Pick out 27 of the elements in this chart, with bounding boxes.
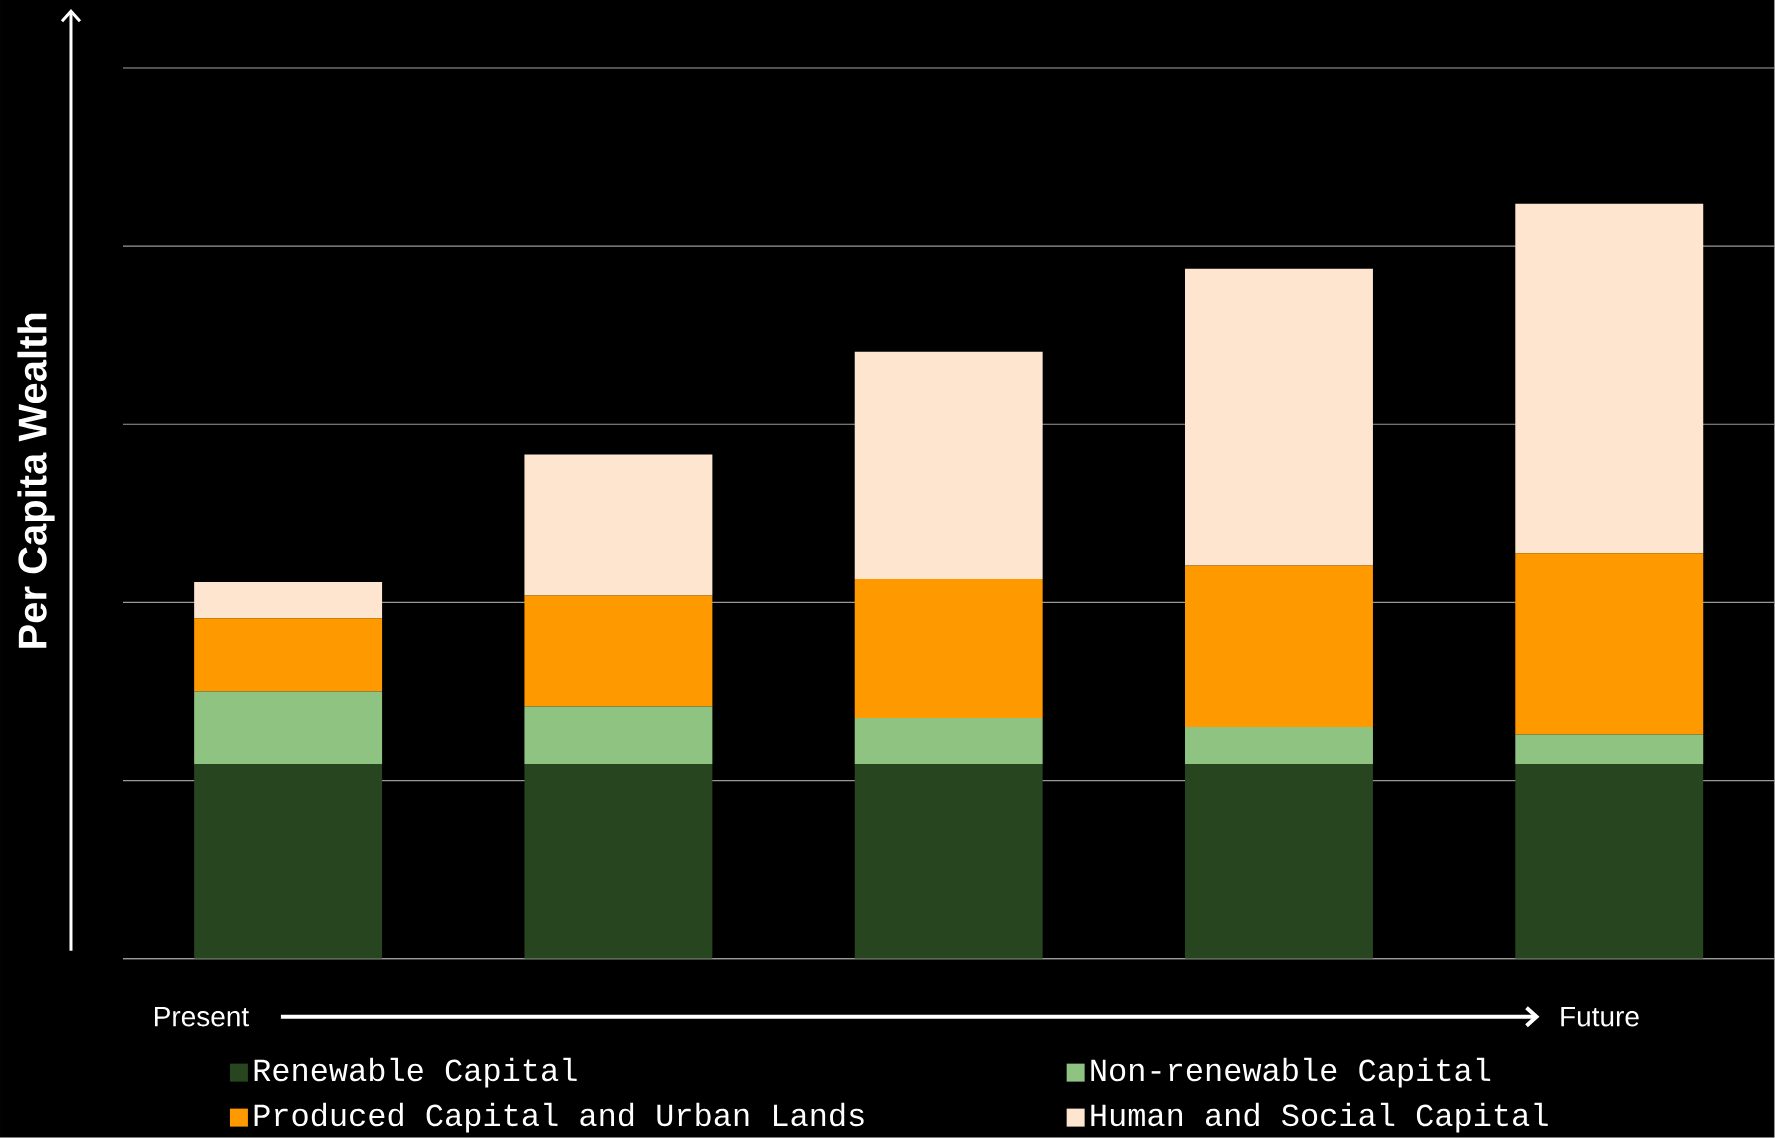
legend-label: Renewable Capital xyxy=(254,1057,577,1088)
bar xyxy=(1185,727,1373,765)
legend-label: Non-renewable Capital xyxy=(1091,1057,1491,1088)
bar xyxy=(854,764,1043,959)
bar xyxy=(1515,764,1704,959)
bar xyxy=(1515,204,1704,554)
bar xyxy=(1185,764,1373,959)
bar xyxy=(854,579,1043,719)
bar xyxy=(854,718,1043,765)
bar xyxy=(524,454,713,596)
bar xyxy=(1515,553,1704,735)
bar xyxy=(194,582,383,619)
text: Present xyxy=(155,1007,249,1027)
bar xyxy=(194,764,383,959)
bar xyxy=(524,764,713,959)
bar xyxy=(1185,565,1373,728)
bar xyxy=(524,706,713,765)
text: Future xyxy=(1561,1007,1639,1027)
bar xyxy=(194,618,383,692)
bar xyxy=(1185,268,1373,566)
bar xyxy=(524,595,713,707)
bar xyxy=(854,351,1043,580)
bar xyxy=(1515,734,1704,765)
bar xyxy=(194,691,383,765)
legend-label: Human and Social Capital xyxy=(1091,1102,1548,1133)
legend-label: Produced Capital and Urban Lands xyxy=(254,1102,864,1133)
y-axis-title: Per Capita Wealth xyxy=(17,313,55,648)
